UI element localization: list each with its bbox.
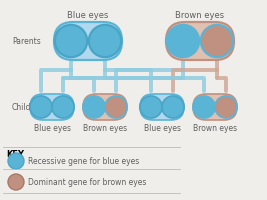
FancyBboxPatch shape bbox=[193, 95, 237, 120]
FancyBboxPatch shape bbox=[54, 23, 122, 61]
FancyBboxPatch shape bbox=[166, 23, 234, 61]
Circle shape bbox=[89, 26, 121, 58]
Circle shape bbox=[52, 96, 74, 118]
Circle shape bbox=[83, 96, 105, 118]
Circle shape bbox=[30, 96, 52, 118]
Text: Blue eyes: Blue eyes bbox=[67, 11, 109, 20]
FancyBboxPatch shape bbox=[140, 95, 184, 120]
Circle shape bbox=[55, 26, 87, 58]
FancyBboxPatch shape bbox=[30, 95, 74, 120]
Circle shape bbox=[105, 96, 127, 118]
Circle shape bbox=[193, 96, 215, 118]
Text: Dominant gene for brown eyes: Dominant gene for brown eyes bbox=[28, 178, 146, 187]
Text: Blue eyes: Blue eyes bbox=[33, 123, 70, 132]
Circle shape bbox=[167, 26, 199, 58]
Circle shape bbox=[162, 96, 184, 118]
Circle shape bbox=[8, 174, 24, 190]
Circle shape bbox=[140, 96, 162, 118]
Text: Brown eyes: Brown eyes bbox=[83, 123, 127, 132]
Text: KEY: KEY bbox=[6, 149, 24, 158]
Text: Recessive gene for blue eyes: Recessive gene for blue eyes bbox=[28, 157, 139, 166]
Text: Parents: Parents bbox=[12, 37, 41, 46]
FancyBboxPatch shape bbox=[83, 95, 127, 120]
Text: Brown eyes: Brown eyes bbox=[193, 123, 237, 132]
Circle shape bbox=[215, 96, 237, 118]
Text: Brown eyes: Brown eyes bbox=[175, 11, 225, 20]
Text: Blue eyes: Blue eyes bbox=[143, 123, 180, 132]
Circle shape bbox=[201, 26, 233, 58]
Circle shape bbox=[8, 153, 24, 169]
Text: Children: Children bbox=[12, 103, 44, 112]
